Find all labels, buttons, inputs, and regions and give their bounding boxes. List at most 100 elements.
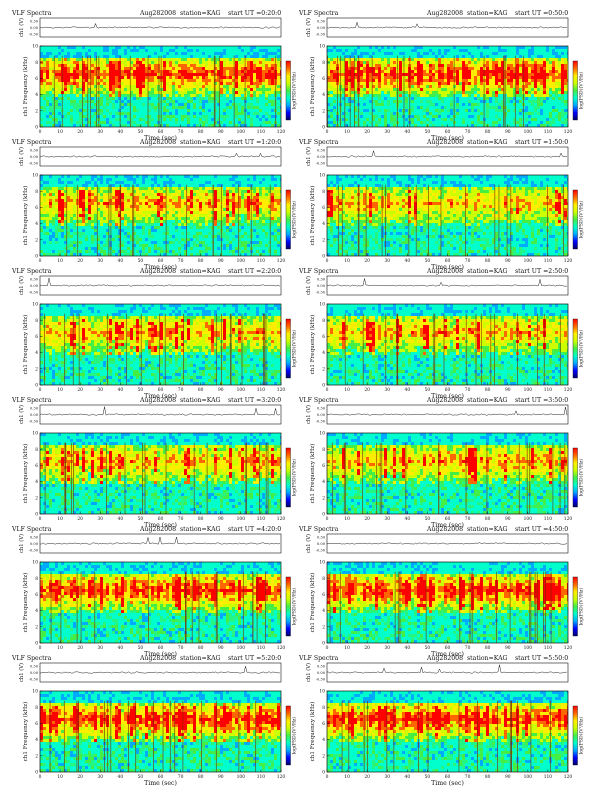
waveform-trace <box>39 406 281 416</box>
y-tick-label: 6 <box>322 77 325 82</box>
spectrogram-axis-label: ch1 Frequency (kHz) <box>22 315 29 375</box>
trace-tick-label: 0.30 <box>317 20 326 24</box>
trace-tick-label: 0.30 <box>30 665 39 669</box>
x-tick-label: 20 <box>364 259 370 264</box>
x-tick-label: 70 <box>465 388 471 393</box>
panel-station: station=KAG <box>467 268 508 275</box>
panel-start-time: start UT =5:20:0 <box>228 655 281 662</box>
x-tick-label: 10 <box>57 517 63 522</box>
x-tick-label: 100 <box>237 130 246 135</box>
panel-date: Aug282008 <box>139 397 176 404</box>
spectrogram-axis-label: ch1 Frequency (kHz) <box>309 315 316 375</box>
y-tick-label: 10 <box>32 45 38 50</box>
x-tick-label: 120 <box>564 259 573 264</box>
y-tick-label: 0 <box>35 771 38 776</box>
panel-station: station=KAG <box>467 397 508 404</box>
vlf-panel: VLF Spectra Aug282008 station=KAG start UT … <box>11 268 298 400</box>
trace-axis-label: ch1 (V) <box>18 405 25 424</box>
spectrogram-image <box>327 304 568 385</box>
y-tick-label: 6 <box>35 593 38 598</box>
x-tick-label: 80 <box>198 259 204 264</box>
x-tick-label: 10 <box>344 259 350 264</box>
trace-tick-label: -0.30 <box>29 678 39 682</box>
x-axis-label: Time (sec) <box>431 393 464 400</box>
trace-tick-label: -0.30 <box>316 291 326 295</box>
x-tick-label: 80 <box>198 517 204 522</box>
y-tick-label: 2 <box>35 367 38 372</box>
panel-date: Aug282008 <box>139 139 176 146</box>
x-tick-label: 80 <box>485 517 491 522</box>
y-tick-label: 6 <box>322 335 325 340</box>
trace-axis-label: ch1 (V) <box>18 534 25 553</box>
x-tick-label: 30 <box>97 517 103 522</box>
x-tick-label: 100 <box>524 775 533 780</box>
x-tick-label: 30 <box>97 259 103 264</box>
x-tick-label: 60 <box>158 517 164 522</box>
x-tick-label: 10 <box>57 388 63 393</box>
trace-axis-label: ch1 (V) <box>18 18 25 37</box>
y-tick-label: 2 <box>35 496 38 501</box>
x-tick-label: 120 <box>277 646 286 651</box>
colorbar <box>572 60 578 121</box>
x-tick-label: 30 <box>97 388 103 393</box>
vlf-panel: VLF Spectra Aug282008 station=KAG start UT … <box>298 10 585 142</box>
y-tick-label: 4 <box>322 480 325 485</box>
x-tick-label: 70 <box>178 517 184 522</box>
spectrogram-image <box>40 433 281 514</box>
colorbar <box>572 447 578 508</box>
x-axis-label: Time (sec) <box>431 780 464 787</box>
panel-title: VLF Spectra <box>298 397 339 404</box>
x-tick-label: 80 <box>485 646 491 651</box>
x-tick-label: 60 <box>158 130 164 135</box>
spectrogram-axis-label: ch1 Frequency (kHz) <box>309 186 316 246</box>
y-tick-label: 2 <box>322 367 325 372</box>
trace-axis-label: ch1 (V) <box>305 147 312 166</box>
x-tick-label: 100 <box>237 517 246 522</box>
panel-start-time: start UT =1:50:0 <box>515 139 568 146</box>
panel-date: Aug282008 <box>426 268 463 275</box>
x-tick-label: 120 <box>564 130 573 135</box>
y-tick-label: 2 <box>322 109 325 114</box>
trace-tick-label: 0.00 <box>317 26 326 30</box>
panel-title: VLF Spectra <box>298 268 339 275</box>
x-tick-label: 20 <box>364 130 370 135</box>
y-tick-label: 0 <box>35 513 38 518</box>
trace-tick-label: 0.00 <box>317 671 326 675</box>
panel-date: Aug282008 <box>139 268 176 275</box>
x-tick-label: 40 <box>118 517 124 522</box>
x-tick-label: 110 <box>257 775 266 780</box>
x-tick-label: 20 <box>364 775 370 780</box>
y-tick-label: 10 <box>319 690 325 695</box>
trace-tick-label: 0.00 <box>30 542 39 546</box>
panel-station: station=KAG <box>467 139 508 146</box>
panel-station: station=KAG <box>180 139 221 146</box>
x-tick-label: 10 <box>344 517 350 522</box>
x-tick-label: 60 <box>445 646 451 651</box>
x-tick-label: 70 <box>465 130 471 135</box>
x-axis-label: Time (sec) <box>431 522 464 529</box>
trace-tick-label: 0.00 <box>30 671 39 675</box>
trace-axis-label: ch1 (V) <box>305 534 312 553</box>
trace-tick-label: -0.30 <box>29 549 39 553</box>
y-tick-label: 0 <box>322 255 325 260</box>
panel-title: VLF Spectra <box>11 655 52 662</box>
panel-start-time: start UT =5:50:0 <box>515 655 568 662</box>
x-tick-label: 30 <box>384 517 390 522</box>
x-tick-label: 0 <box>326 130 329 135</box>
colorbar-label: log(PSD)(V²/Hz) <box>291 330 298 368</box>
vlf-panel: VLF Spectra Aug282008 station=KAG start UT … <box>298 655 585 787</box>
y-tick-label: 8 <box>322 577 325 582</box>
colorbar-label: log(PSD)(V²/Hz) <box>578 588 585 626</box>
colorbar <box>285 60 291 121</box>
y-tick-label: 8 <box>35 319 38 324</box>
x-tick-label: 100 <box>237 388 246 393</box>
y-tick-label: 8 <box>35 190 38 195</box>
y-tick-label: 2 <box>35 754 38 759</box>
colorbar-label: log(PSD)(V²/Hz) <box>291 459 298 497</box>
x-tick-label: 0 <box>39 388 42 393</box>
y-tick-label: 2 <box>35 109 38 114</box>
x-tick-label: 50 <box>425 517 431 522</box>
trace-tick-label: -0.30 <box>316 549 326 553</box>
x-tick-label: 10 <box>344 775 350 780</box>
trace-tick-label: 0.30 <box>30 20 39 24</box>
